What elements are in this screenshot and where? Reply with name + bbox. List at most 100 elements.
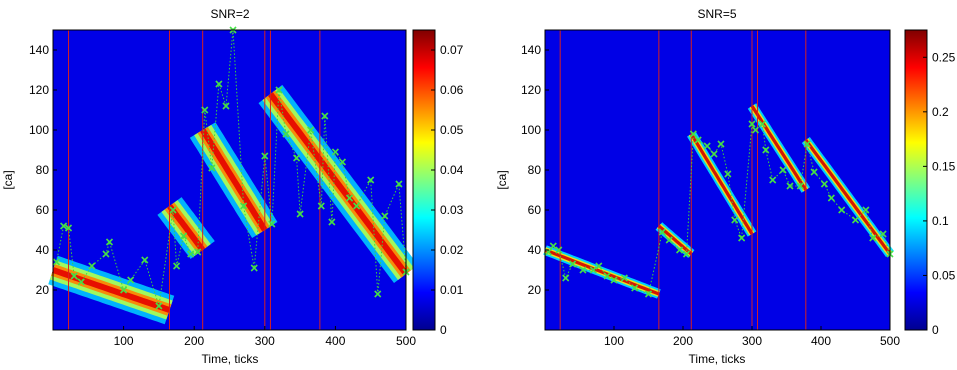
- colorbar-tick-label-2: 0.02: [440, 243, 464, 257]
- observation-point-10: [620, 274, 628, 282]
- observation-point-3: [562, 274, 570, 282]
- observation-point-38: [851, 216, 860, 224]
- observation-point-29: [296, 210, 304, 218]
- observation-point-13: [172, 262, 181, 270]
- observation-point-18: [694, 136, 702, 144]
- observation-point-23: [731, 216, 739, 224]
- observation-point-30: [779, 166, 787, 174]
- panel-snr2: SNR=2 100 200 300 400 500 20406080100120140 …: [1, 7, 464, 366]
- observation-point-30: [307, 126, 315, 134]
- observation-point-4: [569, 260, 577, 268]
- x-tick-label-2: 300: [742, 334, 762, 348]
- x-axis-label: Time, ticks: [202, 352, 259, 366]
- observation-point-9: [610, 276, 618, 284]
- observation-point-14: [665, 236, 673, 244]
- observation-point-27: [282, 130, 290, 138]
- observation-point-6: [589, 266, 597, 274]
- colorbar-tick-label-1: 0.01: [440, 283, 464, 297]
- observation-point-34: [810, 168, 818, 176]
- observation-point-2: [555, 246, 563, 254]
- colorbar: [412, 29, 436, 331]
- observation-point-40: [869, 234, 877, 242]
- observation-point-11: [631, 284, 639, 292]
- observation-point-10: [141, 256, 149, 264]
- observation-point-16: [194, 248, 202, 256]
- observation-point-21: [717, 140, 725, 148]
- observation-point-12: [169, 206, 177, 214]
- y-tick-label-6: 140: [29, 43, 49, 57]
- ridge-segment-0-band-2: [544, 248, 660, 296]
- y-axis: 20 40 60 80 100 120 140: [521, 43, 549, 297]
- x-tick-label-3: 400: [325, 334, 345, 348]
- colorbar-tick-label-4: 0.2: [932, 105, 949, 119]
- observation-point-32: [796, 182, 804, 190]
- observation-point-17: [689, 130, 697, 138]
- y-axis: 20 40 60 80 100 120 140: [29, 43, 57, 297]
- observation-point-5: [579, 266, 587, 274]
- observation-point-25: [748, 120, 756, 128]
- ridge-segment-4-band-2: [804, 139, 892, 255]
- x-tick-label-3: 400: [811, 334, 831, 348]
- observation-point-41: [395, 180, 403, 188]
- colorbar-tick-label-3: 0.15: [932, 159, 956, 173]
- observation-point-35: [338, 158, 347, 166]
- observation-point-0: [52, 258, 61, 266]
- colorbar-tick-label-2: 0.1: [932, 214, 949, 228]
- ridge-segment-1-band-3: [167, 204, 206, 252]
- observation-point-15: [187, 250, 195, 258]
- observation-point-5: [88, 262, 96, 270]
- y-tick-label-0: 20: [36, 283, 50, 297]
- observation-point-11: [155, 302, 163, 310]
- observation-point-9: [127, 276, 135, 284]
- observation-point-27: [758, 120, 766, 128]
- observation-point-26: [751, 126, 760, 134]
- heatmap-layer: [48, 30, 418, 330]
- observation-point-40: [381, 212, 389, 220]
- observation-point-1: [549, 242, 557, 250]
- observation-point-31: [786, 182, 794, 190]
- observation-point-39: [862, 206, 870, 214]
- colorbar-axis: 0 0.05 0.1 0.15 0.2 0.25: [923, 50, 956, 337]
- y-tick-label-2: 60: [528, 203, 542, 217]
- x-axis: 100 200 300 400 500: [604, 326, 900, 348]
- ridge-segment-2-band-3: [200, 128, 268, 232]
- y-tick-label-1: 40: [528, 243, 542, 257]
- observation-point-33: [803, 140, 811, 148]
- observation-point-14: [180, 232, 188, 240]
- plot-frame: [544, 29, 891, 331]
- observation-point-23: [250, 264, 258, 272]
- observation-point-3: [70, 272, 78, 280]
- observation-point-28: [762, 146, 770, 154]
- observation-point-1: [60, 222, 68, 230]
- y-tick-label-5: 120: [521, 83, 541, 97]
- observation-point-37: [838, 206, 846, 214]
- chart-title: SNR=2: [210, 7, 249, 21]
- observation-point-4: [77, 278, 85, 286]
- colorbar-tick-label-3: 0.03: [440, 203, 464, 217]
- y-tick-label-1: 40: [36, 243, 50, 257]
- observation-point-12: [644, 290, 653, 298]
- colorbar-tick-label-4: 0.04: [440, 163, 464, 177]
- observation-point-36: [345, 194, 354, 202]
- observation-point-25: [268, 220, 276, 228]
- observation-point-29: [769, 176, 777, 184]
- observation-point-24: [738, 234, 746, 242]
- observation-point-28: [293, 154, 301, 162]
- ridge-segment-3-band-3: [268, 92, 409, 276]
- ridge-segment-3-band-2: [750, 105, 808, 191]
- colorbar: [904, 29, 928, 331]
- colorbar-tick-label-1: 0.05: [932, 268, 956, 282]
- observation-point-15: [675, 246, 684, 254]
- observation-point-8: [120, 286, 128, 294]
- observation-point-7: [105, 238, 114, 246]
- spike-lines: [68, 30, 321, 330]
- colorbar-tick-label-0: 0: [440, 323, 447, 337]
- y-tick-label-2: 60: [36, 203, 50, 217]
- observation-point-6: [102, 250, 110, 258]
- y-tick-label-6: 140: [521, 43, 541, 57]
- observation-point-2: [64, 224, 73, 232]
- y-tick-label-0: 20: [528, 283, 542, 297]
- observation-point-26: [275, 86, 283, 94]
- colorbar-tick-label-7: 0.07: [440, 43, 464, 57]
